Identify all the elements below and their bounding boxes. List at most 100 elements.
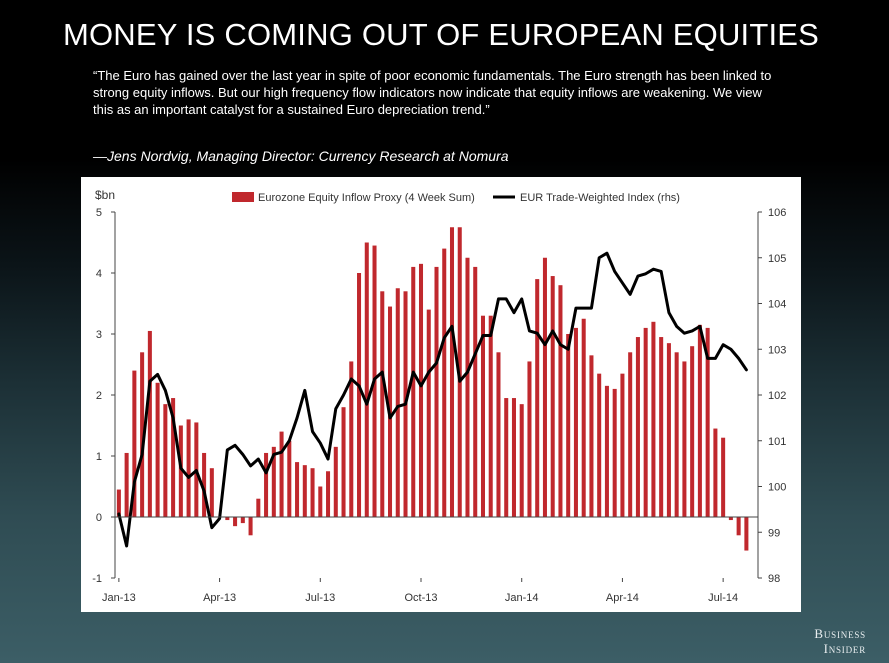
right-tick-label: 98 (768, 573, 780, 585)
right-tick-label: 101 (768, 436, 786, 448)
right-tick-label: 102 (768, 390, 786, 402)
inflow-bar (326, 471, 331, 517)
inflow-bar (426, 309, 431, 517)
inflow-bar (589, 355, 594, 517)
inflow-bar (736, 517, 741, 536)
x-tick-label: Jan-14 (505, 592, 539, 604)
inflow-bar (566, 334, 571, 517)
inflow-bar (240, 517, 245, 524)
inflow-bar (542, 257, 547, 517)
legend-bar-label: Eurozone Equity Inflow Proxy (4 Week Sum… (258, 192, 475, 204)
right-tick-label: 106 (768, 207, 786, 219)
inflow-bar (395, 288, 400, 517)
right-tick-label: 103 (768, 344, 786, 356)
inflow-bar (674, 352, 679, 517)
inflow-bar (341, 407, 346, 517)
inflow-bar (465, 257, 470, 517)
inflow-bar (504, 398, 509, 517)
inflow-bar (713, 428, 718, 517)
left-tick-label: 4 (96, 268, 102, 280)
inflow-bar (697, 324, 702, 517)
inflow-bar (721, 437, 726, 517)
inflow-bar (178, 425, 183, 517)
inflow-bar (256, 498, 261, 517)
inflow-bar (171, 398, 176, 517)
right-tick-label: 99 (768, 527, 780, 539)
inflow-bar (264, 452, 269, 517)
inflow-bar (140, 352, 145, 517)
inflow-bar (581, 318, 586, 517)
inflow-bar (287, 440, 292, 517)
inflow-bar (527, 361, 532, 517)
y-axis-label: $bn (95, 188, 115, 202)
inflow-bar (480, 315, 485, 517)
inflow-bar (225, 517, 230, 521)
inflow-bar (357, 273, 362, 517)
legend-line-label: EUR Trade-Weighted Index (rhs) (520, 192, 680, 204)
legend-bar-swatch (232, 192, 254, 202)
inflow-bar (233, 517, 238, 527)
inflow-bar (705, 327, 710, 517)
inflow-bar (147, 330, 152, 517)
inflow-bar (116, 489, 121, 517)
inflow-bar (488, 315, 493, 517)
inflow-bar (511, 398, 516, 517)
combo-chart: -1 0 1 2 3 4 5 98 99 100 101 102 103 104 105 106 Jan-13 A… (92, 188, 786, 604)
inflow-bar (163, 404, 168, 517)
line-series (117, 251, 748, 548)
chart-panel: -1 0 1 2 3 4 5 98 99 100 101 102 103 104 105 106 Jan-13 A… (81, 177, 801, 612)
inflow-bar (442, 248, 447, 517)
inflow-bar (604, 385, 609, 517)
x-tick-label: Jul-13 (305, 592, 335, 604)
inflow-bar (434, 266, 439, 517)
inflow-bar (155, 382, 160, 517)
inflow-bar (550, 276, 555, 517)
x-tick-label: Apr-13 (203, 592, 236, 604)
left-tick-label: 3 (96, 329, 102, 341)
inflow-bar (473, 266, 478, 517)
inflow-bar (558, 285, 563, 517)
x-tick-label: Jan-13 (102, 592, 136, 604)
inflow-bar (364, 242, 369, 517)
inflow-bar (620, 373, 625, 517)
inflow-bar (295, 462, 300, 517)
inflow-bar (411, 266, 416, 517)
inflow-bar (666, 343, 671, 517)
right-tick-label: 100 (768, 482, 786, 494)
bar-series (116, 227, 749, 551)
inflow-bar (728, 517, 733, 521)
inflow-bar (651, 321, 656, 517)
left-tick-label: 0 (96, 512, 102, 524)
x-tick-label: Oct-13 (404, 592, 437, 604)
inflow-bar (380, 291, 385, 517)
inflow-bar (628, 352, 633, 517)
inflow-bar (318, 486, 323, 517)
right-tick-label: 104 (768, 299, 786, 311)
legend: Eurozone Equity Inflow Proxy (4 Week Sum… (232, 192, 680, 204)
inflow-bar (418, 263, 424, 517)
inflow-bar (271, 446, 276, 517)
inflow-bar (535, 279, 540, 517)
right-tick-label: 105 (768, 253, 786, 265)
left-tick-label: 2 (96, 390, 102, 402)
inflow-bar (209, 468, 214, 517)
quote-attribution: —Jens Nordvig, Managing Director: Curren… (93, 148, 509, 164)
inflow-bar (597, 373, 602, 517)
inflow-bar (333, 446, 338, 517)
inflow-bar (496, 352, 501, 517)
x-tick-label: Apr-14 (606, 592, 639, 604)
inflow-bar (682, 361, 687, 517)
quote-text: “The Euro has gained over the last year … (93, 68, 772, 117)
inflow-bar (186, 419, 191, 517)
inflow-bar (612, 388, 617, 517)
inflow-bar (659, 337, 664, 517)
inflow-bar (124, 452, 129, 517)
inflow-bar (132, 370, 137, 517)
inflow-bar (744, 517, 749, 551)
left-tick-label: -1 (92, 573, 102, 585)
inflow-bar (635, 337, 640, 517)
slide-title: MONEY IS COMING OUT OF EUROPEAN EQUITIES (62, 17, 820, 52)
brand-line-2: Insider (823, 641, 866, 656)
inflow-bar (310, 468, 315, 517)
inflow-bar (573, 327, 578, 517)
